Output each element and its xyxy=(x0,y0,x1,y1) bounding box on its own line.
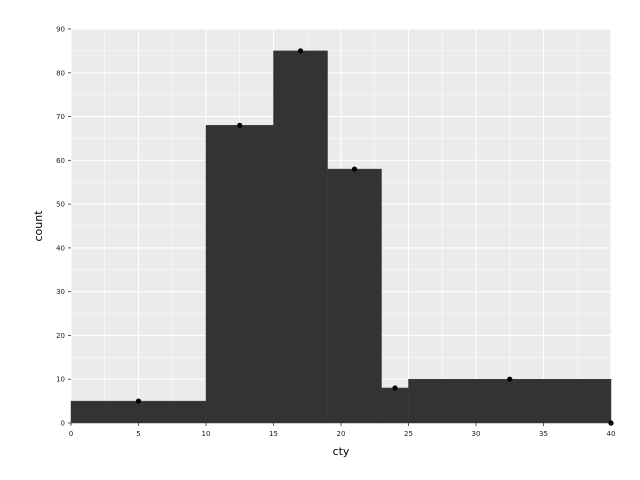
data-points xyxy=(135,48,614,426)
x-tick-label: 25 xyxy=(404,430,413,438)
histogram-bar xyxy=(327,168,382,424)
y-tick-label: 30 xyxy=(56,288,65,296)
data-point xyxy=(297,48,304,54)
y-tick-label: 40 xyxy=(56,244,65,252)
axis-ticks: 0 5 10 15 20 25 30 35 40 0 10 20 30 40 50 60 70 80 90 xyxy=(56,26,615,439)
histogram-bar xyxy=(381,387,409,424)
data-point xyxy=(351,166,358,172)
y-tick-label: 70 xyxy=(56,113,65,121)
y-tick-label: 80 xyxy=(56,69,65,77)
y-tick-label: 10 xyxy=(56,376,65,384)
x-tick-label: 10 xyxy=(202,430,211,438)
histogram-bars xyxy=(70,50,612,424)
data-point xyxy=(392,385,398,391)
histogram-bar xyxy=(273,50,328,424)
x-axis-title: cty xyxy=(333,445,350,458)
y-tick-label: 90 xyxy=(56,26,65,34)
y-tick-label: 20 xyxy=(56,332,65,340)
x-tick-label: 0 xyxy=(69,430,73,438)
y-tick-label: 50 xyxy=(56,201,65,209)
data-point xyxy=(237,122,243,128)
y-tick-label: 0 xyxy=(61,420,65,428)
histogram-bar xyxy=(205,125,274,424)
x-tick-label: 30 xyxy=(472,430,481,438)
histogram-bar xyxy=(408,378,612,424)
x-tick-label: 35 xyxy=(539,430,548,438)
x-tick-label: 40 xyxy=(607,430,616,438)
data-point xyxy=(507,376,513,382)
histogram-bar xyxy=(70,400,207,424)
data-point xyxy=(135,398,142,404)
y-axis-title: count xyxy=(32,210,45,242)
x-tick-label: 5 xyxy=(136,430,140,438)
x-tick-label: 20 xyxy=(337,430,346,438)
x-tick-label: 15 xyxy=(269,430,278,438)
y-tick-label: 60 xyxy=(56,157,65,165)
